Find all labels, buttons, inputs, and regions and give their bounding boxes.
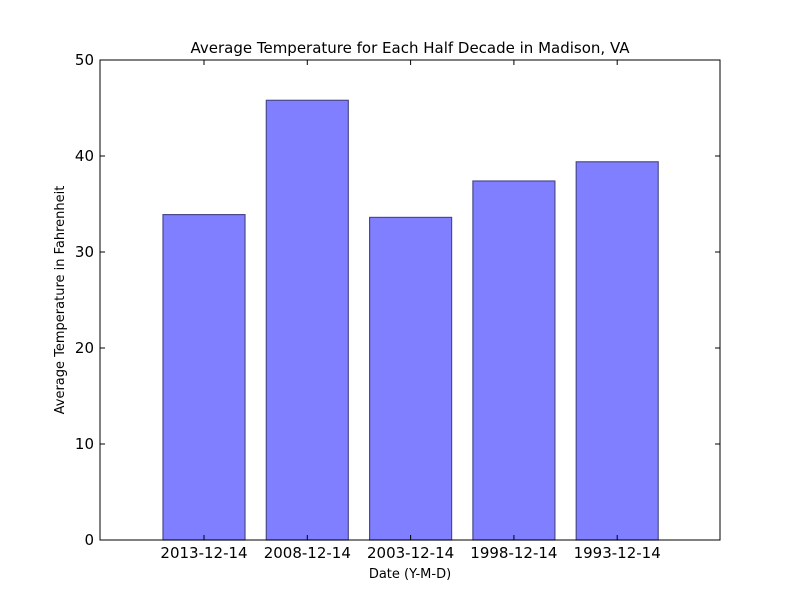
bar-2008-12-14 xyxy=(265,99,349,541)
x-axis: 2013-12-14 2008-12-14 2003-12-14 1998-12-14… xyxy=(160,60,661,562)
y-tick-label: 30 xyxy=(75,243,94,261)
bar-1993-12-14 xyxy=(575,161,659,541)
plot-frame xyxy=(99,59,721,541)
x-tick-label: 2008-12-14 xyxy=(264,544,351,562)
y-tick-label: 20 xyxy=(75,339,94,357)
y-axis-label: Average Temperature in Fahrenheit xyxy=(53,186,68,415)
bar-2003-12-14 xyxy=(369,216,453,541)
y-tick-label: 10 xyxy=(75,435,94,453)
bar-1998-12-14 xyxy=(472,180,556,541)
x-axis-label: Date (Y-M-D) xyxy=(369,567,451,582)
x-tick-label: 2003-12-14 xyxy=(367,544,454,562)
y-axis: 0 10 20 30 40 50 xyxy=(75,51,720,549)
bars-group xyxy=(162,99,659,541)
y-tick-label: 40 xyxy=(75,147,94,165)
y-tick-label: 50 xyxy=(75,51,94,69)
x-tick-label: 1993-12-14 xyxy=(574,544,661,562)
bar-2013-12-14 xyxy=(162,214,246,541)
x-tick-label: 2013-12-14 xyxy=(160,544,247,562)
y-tick-label: 0 xyxy=(84,531,94,549)
x-tick-label: 1998-12-14 xyxy=(470,544,557,562)
chart-title: Average Temperature for Each Half Decade… xyxy=(190,39,630,57)
